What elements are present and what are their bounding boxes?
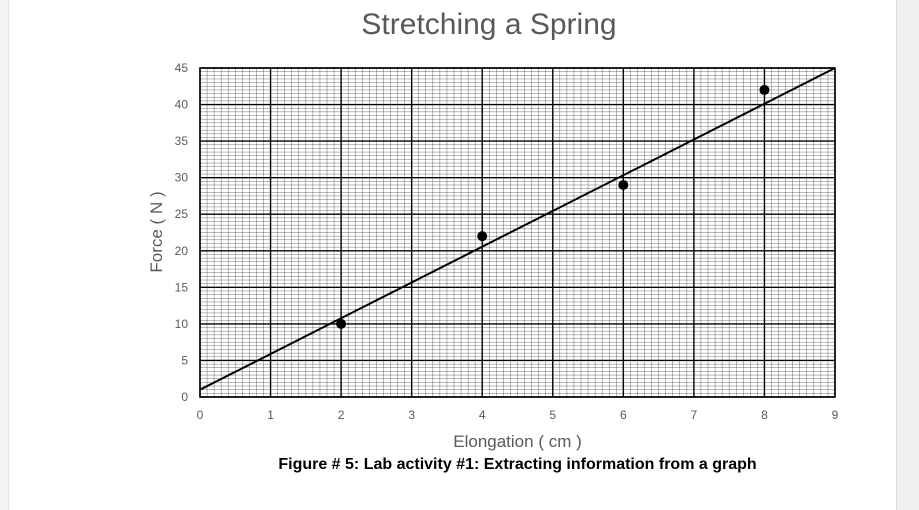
chart-title: Stretching a Spring [361,8,617,41]
data-points [336,84,770,329]
grid-major [199,67,836,398]
y-tick-label: 40 [175,98,189,112]
x-tick-label: 9 [832,408,839,422]
x-tick-label: 6 [620,408,627,422]
y-tick-label: 0 [181,390,188,404]
x-tick-label: 2 [338,408,345,422]
y-tick-label: 30 [175,171,189,185]
y-tick-label: 20 [175,244,189,258]
x-tick-label: 1 [267,408,274,422]
x-tick-label: 4 [479,408,486,422]
y-tick-label: 35 [175,134,189,148]
x-tick-label: 5 [549,408,556,422]
y-tick-label: 45 [175,61,189,75]
scrollbar-track[interactable] [896,0,919,510]
x-tick-label: 7 [691,408,698,422]
x-tick-label: 8 [761,408,768,422]
data-point [477,231,488,242]
data-point [759,84,770,95]
x-tick-labels: 0 1 2 3 4 5 6 7 8 9 [197,408,839,422]
y-tick-label: 10 [175,317,189,331]
y-tick-labels: 0 5 10 15 20 25 30 35 40 45 [175,61,189,404]
figure-caption: Figure # 5: Lab activity #1: Extracting … [278,456,757,473]
data-point [618,179,629,190]
x-axis-label: Elongation ( cm ) [453,432,582,451]
y-tick-label: 25 [175,207,189,221]
y-tick-label: 5 [181,353,188,367]
data-point [336,318,347,329]
plot-frame [199,67,836,398]
trendline [199,67,836,391]
x-tick-label: 0 [197,408,204,422]
x-tick-label: 3 [408,408,415,422]
y-tick-label: 15 [175,280,189,294]
left-page-margin [0,0,9,510]
